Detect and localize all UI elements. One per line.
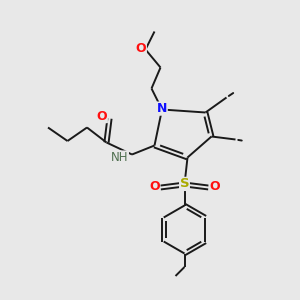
Text: S: S <box>180 177 189 190</box>
Text: O: O <box>209 180 220 194</box>
Text: O: O <box>149 180 160 194</box>
Text: NH: NH <box>111 151 128 164</box>
Text: N: N <box>157 102 167 115</box>
Text: O: O <box>136 41 146 55</box>
Text: O: O <box>97 110 107 123</box>
